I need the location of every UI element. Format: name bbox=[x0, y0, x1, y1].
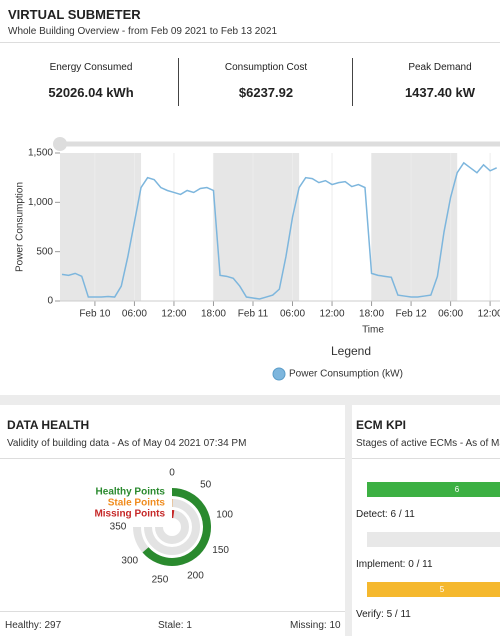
data-health-panel: DATA HEALTH Validity of building data - … bbox=[0, 405, 345, 636]
stage-name: Verify: bbox=[356, 609, 384, 620]
footer-value: 10 bbox=[329, 620, 341, 631]
gauge-tick-label: 50 bbox=[200, 479, 212, 490]
kpi-label: Consumption Cost bbox=[224, 62, 308, 73]
kpi-label: Energy Consumed bbox=[49, 62, 133, 73]
kpi-value: $6237.92 bbox=[238, 85, 294, 100]
bar-label: 5 bbox=[439, 585, 445, 594]
shaded-band bbox=[213, 153, 300, 301]
panel-subtitle: Validity of building data - As of May 04… bbox=[7, 438, 247, 449]
gauge-tick-label: 300 bbox=[121, 555, 138, 566]
footer-item: Missing: 10 bbox=[290, 620, 341, 631]
gauge-tick-label: 100 bbox=[216, 510, 233, 521]
separator: / bbox=[416, 559, 420, 570]
divider bbox=[352, 458, 500, 459]
gauge-tick-label: 150 bbox=[212, 545, 229, 556]
panel-title: DATA HEALTH bbox=[7, 418, 90, 432]
x-tick-label: 12:00 bbox=[161, 309, 186, 320]
x-tick-label: 18:00 bbox=[201, 309, 226, 320]
bar: 6 bbox=[367, 482, 500, 497]
stage-name: Detect: bbox=[356, 509, 388, 520]
y-tick-label: 500 bbox=[36, 246, 53, 257]
panel-title: ECM KPI bbox=[356, 418, 407, 432]
x-tick-label: 12:00 bbox=[478, 309, 500, 320]
footer-label: Healthy: bbox=[5, 620, 42, 631]
footer-label: Stale: bbox=[158, 620, 184, 631]
kpi-label: Peak Demand bbox=[408, 62, 472, 73]
gauge-series-label: Missing Points bbox=[94, 509, 165, 520]
bar-track: 5 bbox=[367, 582, 500, 597]
gauge-tick-label: 250 bbox=[152, 574, 169, 585]
y-tick-label: 0 bbox=[47, 296, 53, 307]
footer-value: 1 bbox=[186, 620, 192, 631]
stage-total: 11 bbox=[422, 559, 433, 570]
panel-subtitle: Stages of active ECMs - As of May bbox=[356, 438, 500, 449]
bar: 5 bbox=[367, 582, 500, 597]
y-axis-label: Power Consumption bbox=[15, 182, 26, 272]
gauge-track bbox=[155, 510, 189, 544]
footer-value: 297 bbox=[44, 620, 62, 631]
bar-track bbox=[367, 532, 500, 547]
legend-marker bbox=[272, 367, 286, 381]
bar-track: 6 bbox=[367, 482, 500, 497]
ecm-panel: ECM KPI Stages of active ECMs - As of Ma… bbox=[352, 405, 500, 636]
stage-name: Implement: bbox=[356, 559, 406, 570]
kpi: Consumption Cost $6237.92 bbox=[178, 58, 353, 106]
y-tick-label: 1,500 bbox=[28, 148, 53, 159]
slider-handle bbox=[53, 137, 67, 151]
bar-label: 6 bbox=[454, 485, 460, 494]
x-tick-label: 06:00 bbox=[122, 309, 147, 320]
footer-label: Missing: bbox=[290, 620, 327, 631]
legend-title: Legend bbox=[331, 344, 371, 358]
x-tick-label: 06:00 bbox=[438, 309, 463, 320]
gauge-track bbox=[144, 499, 200, 555]
stage-total: 11 bbox=[404, 509, 415, 520]
stage-label: Verify: 5 / 11 bbox=[356, 609, 411, 620]
x-tick-label: 12:00 bbox=[320, 309, 345, 320]
divider bbox=[0, 42, 500, 43]
kpi: Peak Demand 1437.40 kW bbox=[352, 58, 500, 106]
stage-count: 0 bbox=[408, 559, 414, 570]
gauge-tick-label: 0 bbox=[169, 468, 175, 479]
separator: / bbox=[398, 509, 402, 520]
divider bbox=[0, 611, 345, 612]
separator: / bbox=[394, 609, 398, 620]
x-tick-label: Feb 12 bbox=[396, 309, 428, 320]
x-tick-label: 18:00 bbox=[359, 309, 384, 320]
legend-label: Power Consumption (kW) bbox=[289, 369, 403, 380]
stage-total: 11 bbox=[400, 609, 411, 620]
kpi-value: 52026.04 kWh bbox=[48, 85, 134, 100]
stage-count: 5 bbox=[386, 609, 393, 620]
x-tick-label: Feb 10 bbox=[79, 309, 111, 320]
subtitle: Whole Building Overview - from Feb 09 20… bbox=[8, 26, 278, 37]
x-tick-label: 06:00 bbox=[280, 309, 305, 320]
gauge-bar bbox=[142, 488, 211, 566]
stage-label: Implement: 0 / 11 bbox=[356, 559, 433, 570]
footer-item: Healthy: 297 bbox=[5, 620, 61, 631]
stage-label: Detect: 6 / 11 bbox=[356, 509, 415, 520]
stage-count: 6 bbox=[390, 509, 397, 520]
gauge-series-label: Healthy Points bbox=[96, 487, 166, 498]
title: VIRTUAL SUBMETER bbox=[8, 7, 141, 22]
divider bbox=[0, 458, 345, 459]
x-axis-label: Time bbox=[362, 325, 384, 336]
gauge-tick-label: 200 bbox=[187, 570, 204, 581]
y-tick-label: 1,000 bbox=[28, 197, 53, 208]
gauge-tick-label: 350 bbox=[110, 522, 127, 533]
kpi-value: 1437.40 kW bbox=[404, 85, 476, 100]
gauge-series-label: Stale Points bbox=[108, 498, 166, 509]
x-tick-label: Feb 11 bbox=[238, 309, 269, 320]
data-line bbox=[61, 161, 498, 300]
footer-item: Stale: 1 bbox=[158, 620, 192, 631]
shaded-band bbox=[60, 153, 142, 301]
kpi: Energy Consumed 52026.04 kWh bbox=[4, 58, 178, 106]
